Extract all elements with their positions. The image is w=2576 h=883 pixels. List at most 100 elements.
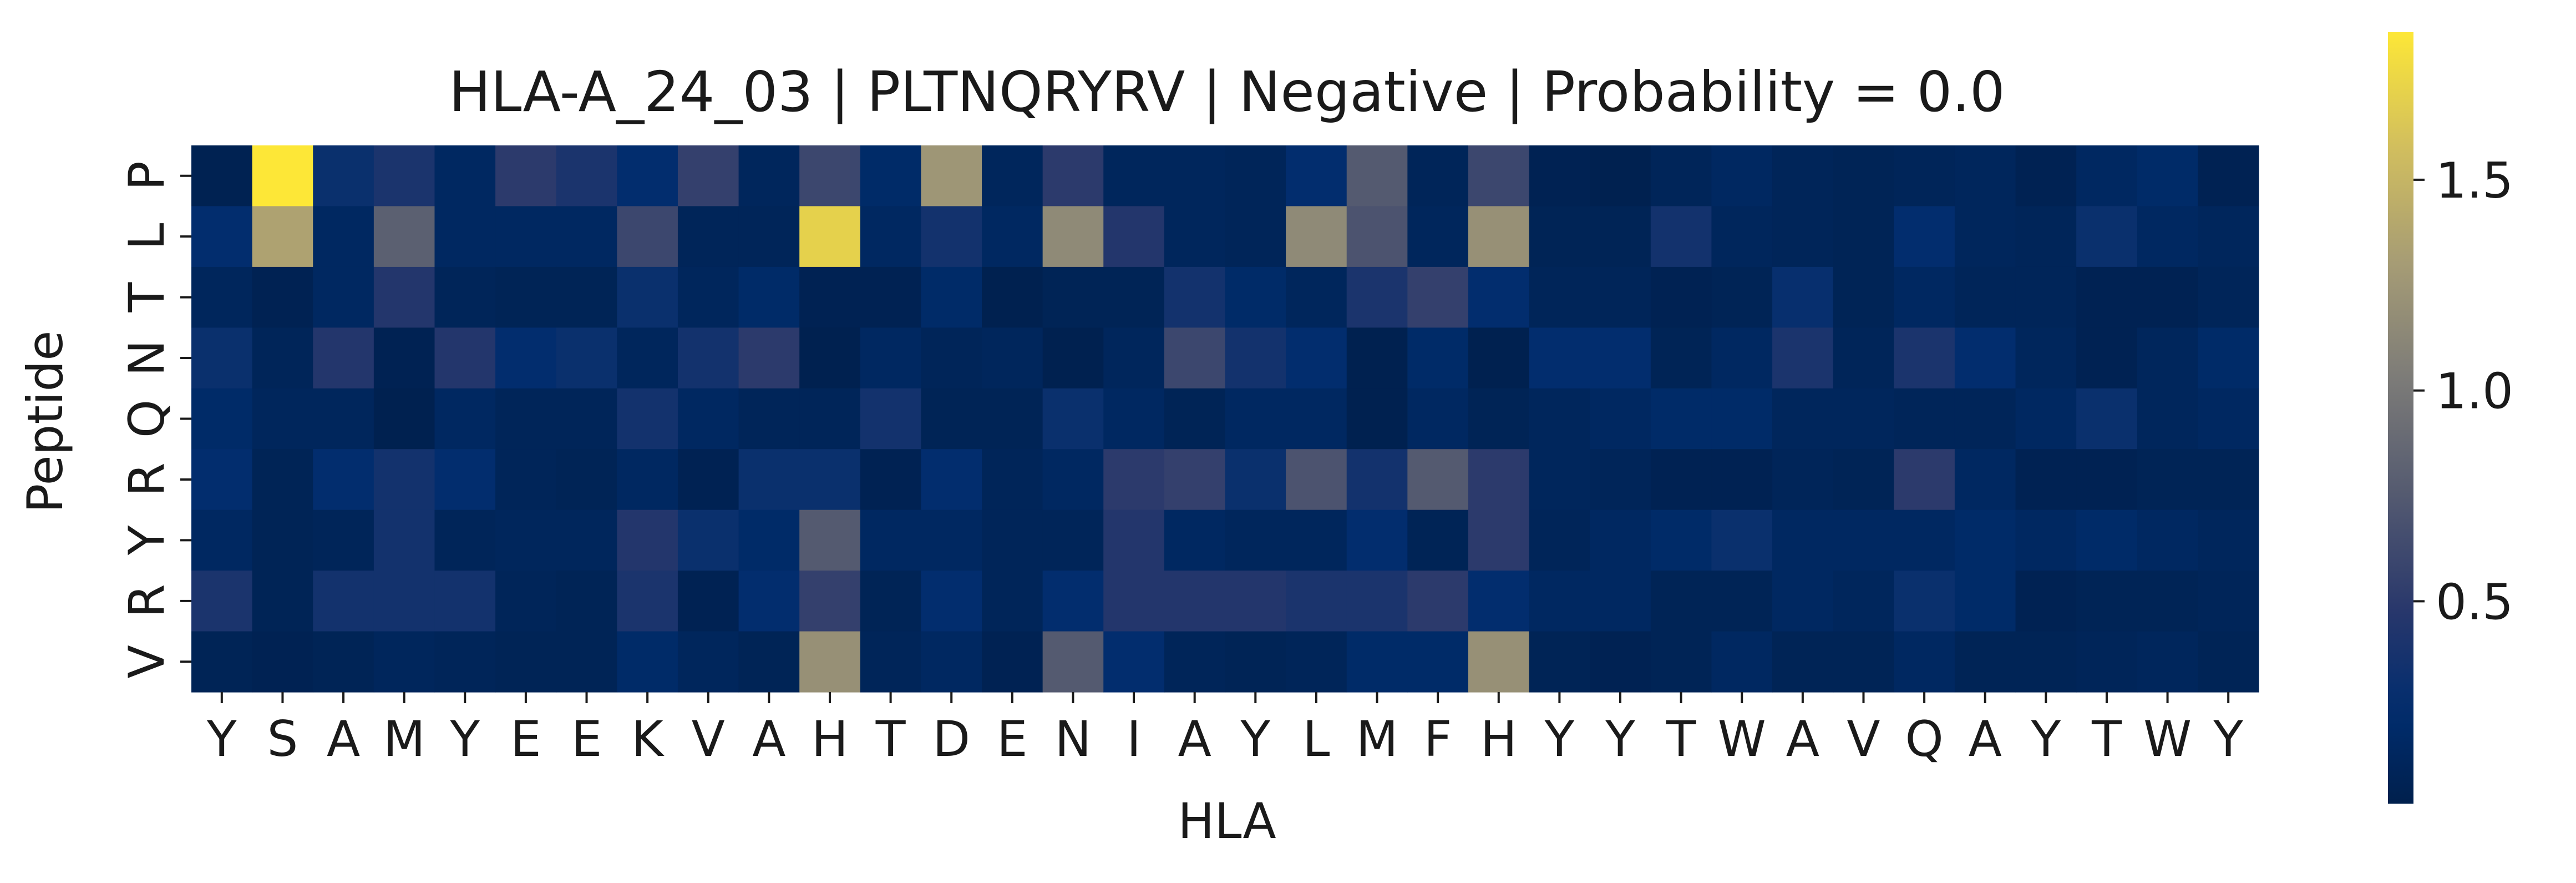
heatmap-cell: [1407, 631, 1469, 693]
heatmap-cell: [617, 266, 678, 328]
heatmap-cell: [1590, 206, 1651, 268]
heatmap-cell: [434, 509, 496, 571]
heatmap-cell: [1590, 266, 1651, 328]
y-tick-label: Y: [118, 525, 175, 556]
heatmap-cell: [252, 631, 313, 693]
heatmap-cell: [495, 266, 557, 328]
x-tick-label: N: [1055, 710, 1092, 768]
heatmap-cell: [252, 449, 313, 511]
heatmap-cell: [1042, 206, 1104, 268]
heatmap-cell: [2198, 327, 2259, 389]
heatmap-cell: [1772, 266, 1834, 328]
heatmap-cell: [434, 631, 496, 693]
heatmap-cell: [1042, 266, 1104, 328]
heatmap-cell: [2076, 145, 2138, 207]
heatmap-cell: [1711, 509, 1773, 571]
x-tick-label: A: [1178, 710, 1211, 768]
heatmap-cell: [1346, 266, 1408, 328]
heatmap-cell: [1590, 509, 1651, 571]
heatmap-cell: [1833, 266, 1894, 328]
heatmap-cell: [677, 206, 739, 268]
x-tick-label: E: [510, 710, 541, 768]
heatmap-cell: [556, 631, 617, 693]
heatmap-cell: [1346, 327, 1408, 389]
heatmap-cell: [1833, 388, 1894, 450]
x-axis-label: HLA: [1178, 793, 1276, 850]
heatmap-cell: [982, 388, 1043, 450]
heatmap-cell: [1103, 631, 1165, 693]
x-tick-label: K: [631, 710, 665, 768]
heatmap-cell: [921, 145, 982, 207]
heatmap-cell: [2015, 266, 2077, 328]
heatmap-cell: [313, 388, 374, 450]
x-tick-label: Y: [1544, 710, 1575, 768]
y-tick-label: R: [118, 462, 175, 496]
heatmap-cell: [860, 449, 922, 511]
heatmap-cell: [1468, 206, 1530, 268]
heatmap-cell: [860, 206, 922, 268]
heatmap-cell: [191, 145, 253, 207]
heatmap-cell: [982, 145, 1043, 207]
heatmap-cell: [738, 449, 800, 511]
y-tick-label: T: [118, 281, 175, 312]
heatmap-cell: [2015, 388, 2077, 450]
heatmap-cell: [2015, 206, 2077, 268]
heatmap-cell: [313, 266, 374, 328]
x-tick-label: Y: [1605, 710, 1635, 768]
y-tick-label: Q: [118, 400, 175, 438]
heatmap-cell: [2015, 509, 2077, 571]
heatmap-cell: [1772, 145, 1834, 207]
heatmap-cell: [1529, 266, 1590, 328]
heatmap-cell: [677, 145, 739, 207]
heatmap-cell: [1529, 206, 1590, 268]
heatmap-cell: [2015, 571, 2077, 632]
heatmap-cell: [1954, 206, 2016, 268]
heatmap-cell: [1650, 509, 1712, 571]
heatmap-cell: [1468, 449, 1530, 511]
heatmap-cell: [495, 571, 557, 632]
heatmap-cell: [982, 327, 1043, 389]
heatmap-cell: [1346, 631, 1408, 693]
heatmap-cell: [252, 509, 313, 571]
heatmap-cell: [799, 449, 861, 511]
x-tick-label: V: [692, 710, 725, 768]
heatmap-cell: [434, 145, 496, 207]
heatmap-cell: [1711, 206, 1773, 268]
heatmap-cell: [799, 571, 861, 632]
x-tick-label: Y: [206, 710, 237, 768]
heatmap-cell: [1529, 509, 1590, 571]
heatmap-cells: [191, 145, 2259, 693]
heatmap-cell: [1529, 145, 1590, 207]
heatmap-cell: [373, 145, 435, 207]
heatmap-cell: [1225, 206, 1286, 268]
heatmap-cell: [1164, 509, 1226, 571]
colorbar-ticks: 0.5 1.0 1.5: [2413, 152, 2513, 630]
heatmap-cell: [1954, 449, 2016, 511]
heatmap-cell: [921, 206, 982, 268]
heatmap-cell: [1894, 388, 1955, 450]
heatmap-cell: [738, 509, 800, 571]
heatmap-cell: [1407, 145, 1469, 207]
heatmap-cell: [1894, 266, 1955, 328]
x-tick-label: A: [327, 710, 360, 768]
heatmap-cell: [677, 388, 739, 450]
heatmap-cell: [252, 145, 313, 207]
heatmap-cell: [373, 449, 435, 511]
heatmap-cell: [921, 266, 982, 328]
heatmap-cell: [1468, 631, 1530, 693]
heatmap-cell: [738, 266, 800, 328]
x-tick-label: A: [752, 710, 785, 768]
heatmap-cell: [1407, 327, 1469, 389]
x-tick-label: M: [383, 710, 425, 768]
heatmap-cell: [1407, 509, 1469, 571]
heatmap-cell: [1529, 388, 1590, 450]
heatmap-cell: [1407, 571, 1469, 632]
heatmap-cell: [799, 327, 861, 389]
heatmap-cell: [617, 327, 678, 389]
x-tick-label: S: [267, 710, 298, 768]
x-tick-label: T: [2091, 710, 2122, 768]
y-tick-label: P: [118, 161, 175, 190]
heatmap-cell: [1529, 327, 1590, 389]
heatmap-cell: [860, 509, 922, 571]
heatmap-cell: [1346, 509, 1408, 571]
